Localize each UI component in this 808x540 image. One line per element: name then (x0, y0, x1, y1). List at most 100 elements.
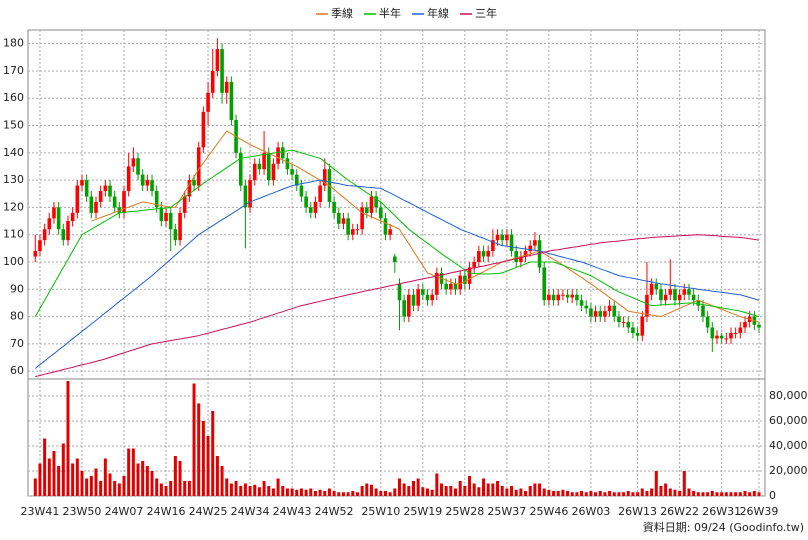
x-tick-label: 25W10 (361, 505, 400, 518)
volume-bar (80, 471, 84, 496)
volume-bar (589, 491, 593, 496)
volume-bar (617, 492, 621, 496)
x-tick-label: 26W39 (740, 505, 779, 518)
candle-body (449, 283, 453, 290)
volume-bar (682, 471, 686, 496)
candle-body (346, 218, 350, 235)
y-tick-label: 180 (3, 37, 24, 50)
candle-body (350, 229, 355, 235)
volume-bar (94, 468, 98, 496)
volume-bar (239, 486, 243, 496)
volume-bar (178, 461, 182, 496)
candle-body (360, 207, 364, 230)
volume-bar (276, 478, 280, 496)
volume-bar (463, 486, 467, 496)
candle-body (229, 81, 234, 121)
candle-body (322, 169, 327, 186)
volume-bar (720, 492, 724, 496)
volume-bar (337, 492, 341, 496)
volume-bar (430, 489, 434, 496)
volume-bar (374, 488, 378, 496)
candle-body (743, 322, 747, 328)
candle-body (519, 256, 523, 262)
volume-bar (304, 489, 308, 496)
candle-body (635, 332, 640, 336)
volume-bar (482, 478, 486, 496)
volume-bar (570, 492, 574, 496)
volume-bar (668, 488, 672, 496)
x-tick-label: 25W37 (487, 505, 526, 518)
volume-bar (299, 488, 303, 496)
volume-bar (664, 483, 668, 496)
candle-body (271, 163, 276, 181)
ma-line (34, 149, 760, 318)
candle-body (248, 180, 252, 208)
ma-line (34, 179, 760, 369)
candle-body (182, 196, 187, 213)
volume-bar (360, 486, 364, 496)
candle-body (668, 289, 673, 295)
volume-bar (757, 492, 761, 496)
volume-bar (496, 481, 500, 496)
volume-bar (692, 491, 696, 496)
candle-body (556, 294, 561, 301)
volume-bar (752, 491, 756, 496)
candle-body (66, 221, 70, 241)
volume-bar (103, 458, 107, 496)
volume-bar (491, 483, 495, 496)
candle-body (393, 256, 397, 262)
volume-bar (533, 483, 537, 496)
volume-bar (192, 383, 196, 496)
x-tick-label: 24W16 (147, 505, 186, 518)
candle-body (430, 294, 434, 301)
volume-bar (33, 478, 37, 496)
y2-tick-label: 60,000 (769, 414, 808, 427)
candle-body (645, 294, 649, 317)
candle-body (523, 251, 528, 257)
volume-bar (234, 481, 238, 496)
candle-body (80, 180, 84, 186)
x-tick-label: 24W43 (273, 505, 312, 518)
volume-bar (748, 492, 752, 496)
candle-body (705, 316, 710, 328)
x-tick-label: 23W41 (21, 505, 60, 518)
volume-bar (673, 489, 677, 496)
candle-body (472, 262, 476, 268)
candle-body (710, 327, 715, 339)
volume-bar (52, 451, 56, 496)
candle-body (565, 294, 570, 298)
volume-bar (43, 438, 47, 496)
x-tick-label: 26W22 (660, 505, 699, 518)
candle-body (215, 49, 220, 71)
candle-body (33, 251, 38, 257)
candle-body (687, 289, 691, 295)
y-tick-label: 100 (3, 255, 24, 268)
volume-bar (397, 478, 401, 496)
volume-bar (211, 411, 215, 496)
volume-bar (580, 491, 584, 496)
volume-bar (458, 481, 462, 496)
volume-bar (346, 492, 350, 496)
x-tick-label: 24W34 (231, 505, 270, 518)
volume-bar (416, 478, 420, 496)
volume-bar (351, 491, 355, 496)
plot-frame (27, 29, 766, 497)
volume-bar (556, 491, 560, 496)
candle-body (304, 196, 308, 208)
volume-bar (552, 491, 556, 496)
candle-body (626, 322, 631, 328)
candle-body (607, 305, 612, 312)
candle-body (262, 152, 266, 170)
volume-bar (164, 486, 168, 496)
candle-body (336, 212, 341, 224)
candle-body (691, 294, 696, 301)
y-tick-label: 120 (3, 200, 24, 213)
volume-bar (407, 486, 411, 496)
y-tick-label: 110 (3, 228, 24, 241)
candle-body (89, 196, 94, 213)
candle-body (425, 294, 430, 301)
candle-body (589, 308, 593, 317)
candle-body (444, 283, 448, 290)
y-tick-label: 90 (10, 282, 24, 295)
y2-tick-label: 0 (769, 489, 776, 502)
